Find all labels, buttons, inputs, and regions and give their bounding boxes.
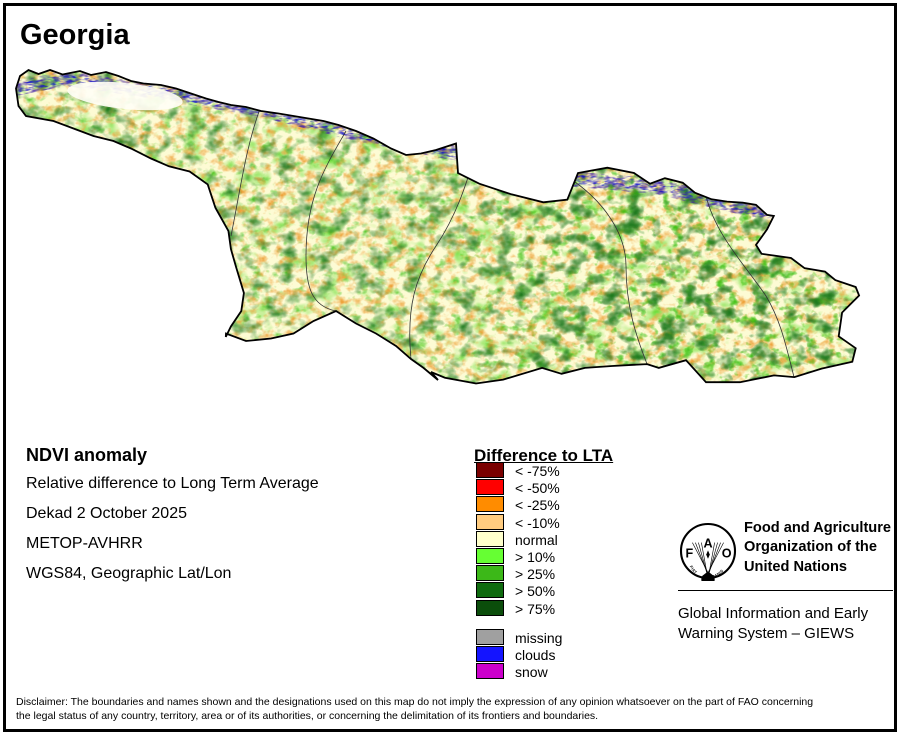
svg-text:FIAT: FIAT xyxy=(689,565,699,575)
svg-text:F: F xyxy=(686,547,694,561)
svg-text:A: A xyxy=(703,536,712,550)
svg-text:O: O xyxy=(722,547,732,561)
svg-text:PANIS: PANIS xyxy=(711,568,724,579)
